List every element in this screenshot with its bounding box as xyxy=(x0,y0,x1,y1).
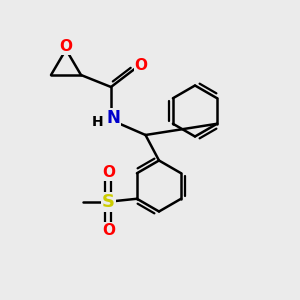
Text: S: S xyxy=(102,193,115,211)
Text: N: N xyxy=(106,109,120,127)
Text: O: O xyxy=(59,39,73,54)
Text: H: H xyxy=(92,116,103,129)
Text: O: O xyxy=(102,165,115,180)
Text: O: O xyxy=(134,58,148,74)
Text: O: O xyxy=(102,223,115,238)
